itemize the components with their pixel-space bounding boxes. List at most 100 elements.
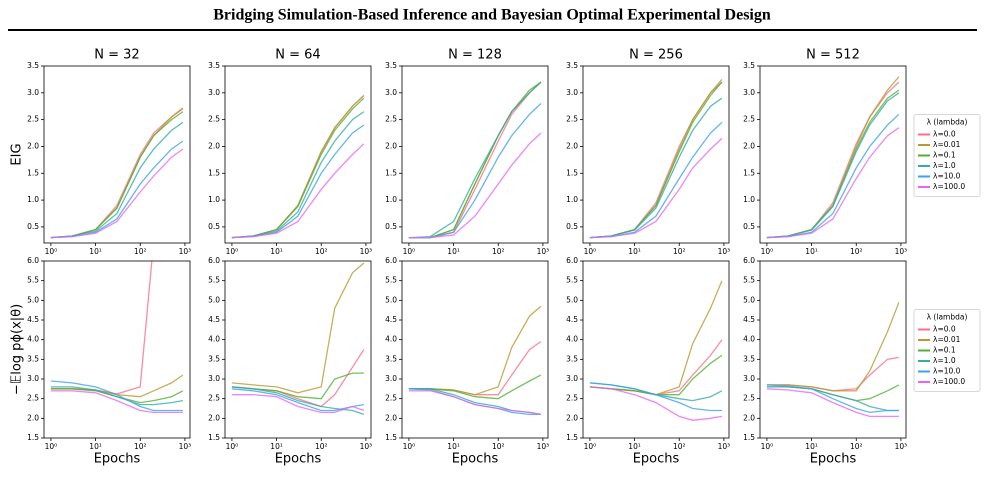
legend-title: λ (lambda): [927, 118, 968, 127]
y-axis-label: EIG: [10, 143, 25, 165]
y-tick-label: 1.5: [208, 168, 220, 177]
series-line: [408, 81, 542, 239]
x-tick-label: 10³: [179, 442, 192, 451]
y-tick-label: 6.0: [27, 256, 39, 265]
legend-box: [913, 309, 981, 392]
y-tick-label: 4.5: [208, 315, 220, 324]
y-tick-label: 5.5: [743, 276, 755, 285]
legend-label: λ=100.0: [933, 377, 965, 386]
y-tick-label: 1.0: [208, 195, 220, 204]
y-tick-label: 3.0: [566, 374, 578, 383]
y-tick-label: 5.5: [208, 276, 220, 285]
y-tick-label: 3.5: [566, 61, 578, 70]
y-tick-label: 2.0: [208, 413, 220, 422]
y-tick-label: 1.5: [743, 168, 755, 177]
series-line: [50, 121, 184, 239]
x-tick-label: 10²: [134, 442, 147, 451]
legend-label: λ=0.0: [933, 130, 956, 139]
x-tick-label: 10⁰: [45, 247, 58, 256]
x-tick-label: 10³: [179, 247, 192, 256]
y-tick-label: 5.0: [743, 295, 755, 304]
x-axis-label: Epochs: [275, 452, 322, 467]
y-tick-label: 3.0: [385, 88, 397, 97]
y-tick-label: 0.5: [385, 222, 397, 231]
series-line: [589, 382, 722, 412]
y-tick-label: 5.0: [208, 295, 220, 304]
x-axis-label: Epochs: [810, 452, 857, 467]
axes-frame: [224, 260, 372, 439]
y-tick-label: 0.5: [27, 222, 39, 231]
y-tick-label: 5.0: [27, 295, 39, 304]
y-tick-label: 2.0: [208, 141, 220, 150]
y-tick-label: 2.5: [208, 115, 220, 124]
y-tick-label: 4.0: [27, 335, 39, 344]
axes-frame: [401, 260, 549, 439]
x-tick-label: 10⁰: [584, 247, 597, 256]
x-axis-label: Epochs: [94, 452, 141, 467]
x-axis-label: Epochs: [633, 452, 680, 467]
x-tick-label: 10²: [850, 247, 863, 256]
series-line: [50, 261, 153, 395]
y-tick-label: 3.5: [743, 354, 755, 363]
panel-title: N = 256: [629, 48, 683, 63]
legend-label: λ=0.1: [933, 151, 956, 160]
series-line: [589, 121, 723, 239]
series-line: [231, 388, 365, 412]
axes-frame: [759, 65, 907, 244]
series-line: [766, 302, 900, 392]
x-tick-label: 10²: [673, 442, 686, 451]
y-tick-label: 2.5: [27, 115, 39, 124]
legend-box: [913, 114, 981, 197]
y-tick-label: 1.5: [27, 433, 39, 442]
x-tick-label: 10²: [492, 442, 505, 451]
series-line: [408, 390, 542, 416]
series-line: [589, 386, 723, 421]
series-line: [231, 386, 365, 416]
series-line: [231, 262, 365, 394]
x-tick-label: 10¹: [270, 247, 283, 256]
series-line: [231, 111, 365, 239]
axes-frame: [582, 65, 730, 244]
y-tick-label: 3.0: [385, 374, 397, 383]
y-tick-label: 3.5: [385, 354, 397, 363]
x-tick-label: 10²: [134, 247, 147, 256]
y-tick-label: 1.5: [208, 433, 220, 442]
y-tick-label: 4.5: [566, 315, 578, 324]
series-line: [766, 386, 899, 412]
y-tick-label: 0.5: [743, 222, 755, 231]
legend-label: λ=0.1: [933, 346, 956, 355]
series-line: [766, 127, 900, 239]
y-tick-label: 2.5: [566, 394, 578, 403]
y-tick-label: 2.5: [385, 115, 397, 124]
series-line: [589, 280, 723, 396]
x-tick-label: 10⁰: [584, 442, 597, 451]
series-line: [50, 390, 183, 414]
y-tick-label: 6.0: [566, 256, 578, 265]
y-tick-label: 3.5: [208, 354, 220, 363]
x-tick-label: 10³: [895, 442, 908, 451]
legend: λ (lambda) λ=0.0λ=0.01 λ=0.1λ=1.0 λ=10.0λ=1…: [913, 309, 981, 392]
y-tick-label: 1.5: [566, 433, 578, 442]
y-tick-label: 3.5: [385, 61, 397, 70]
series-line: [589, 137, 723, 239]
y-tick-label: 2.0: [566, 413, 578, 422]
series-line: [50, 380, 183, 412]
x-tick-label: 10¹: [447, 247, 460, 256]
y-tick-label: 3.0: [208, 88, 220, 97]
y-tick-label: 3.0: [743, 374, 755, 383]
x-tick-label: 10³: [537, 247, 550, 256]
series-line: [408, 388, 542, 416]
series-line: [408, 341, 542, 396]
y-tick-label: 0.5: [566, 222, 578, 231]
page-title: Bridging Simulation-Based Inference and …: [213, 7, 771, 24]
series-line: [408, 103, 542, 239]
y-tick-label: 5.5: [27, 276, 39, 285]
legend-label: λ=100.0: [933, 182, 965, 191]
legend-label: λ=0.01: [933, 140, 961, 149]
legend-label: λ=10.0: [933, 172, 961, 181]
y-tick-label: 4.0: [208, 335, 220, 344]
legend-label: λ=1.0: [933, 161, 956, 170]
x-tick-label: 10⁰: [226, 442, 239, 451]
y-tick-label: 5.0: [566, 295, 578, 304]
